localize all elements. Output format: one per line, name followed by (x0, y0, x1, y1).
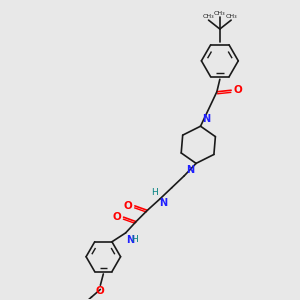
Text: O: O (96, 286, 105, 296)
Text: N: N (127, 235, 135, 245)
Text: N: N (186, 165, 194, 175)
Text: N: N (159, 198, 167, 208)
Text: H: H (151, 188, 158, 197)
Text: N: N (202, 114, 210, 124)
Text: O: O (123, 201, 132, 211)
Text: CH₃: CH₃ (214, 11, 226, 16)
Text: H: H (131, 235, 138, 244)
Text: O: O (112, 212, 121, 222)
Text: O: O (234, 85, 243, 95)
Text: CH₃: CH₃ (203, 14, 214, 19)
Text: CH₃: CH₃ (225, 14, 237, 19)
